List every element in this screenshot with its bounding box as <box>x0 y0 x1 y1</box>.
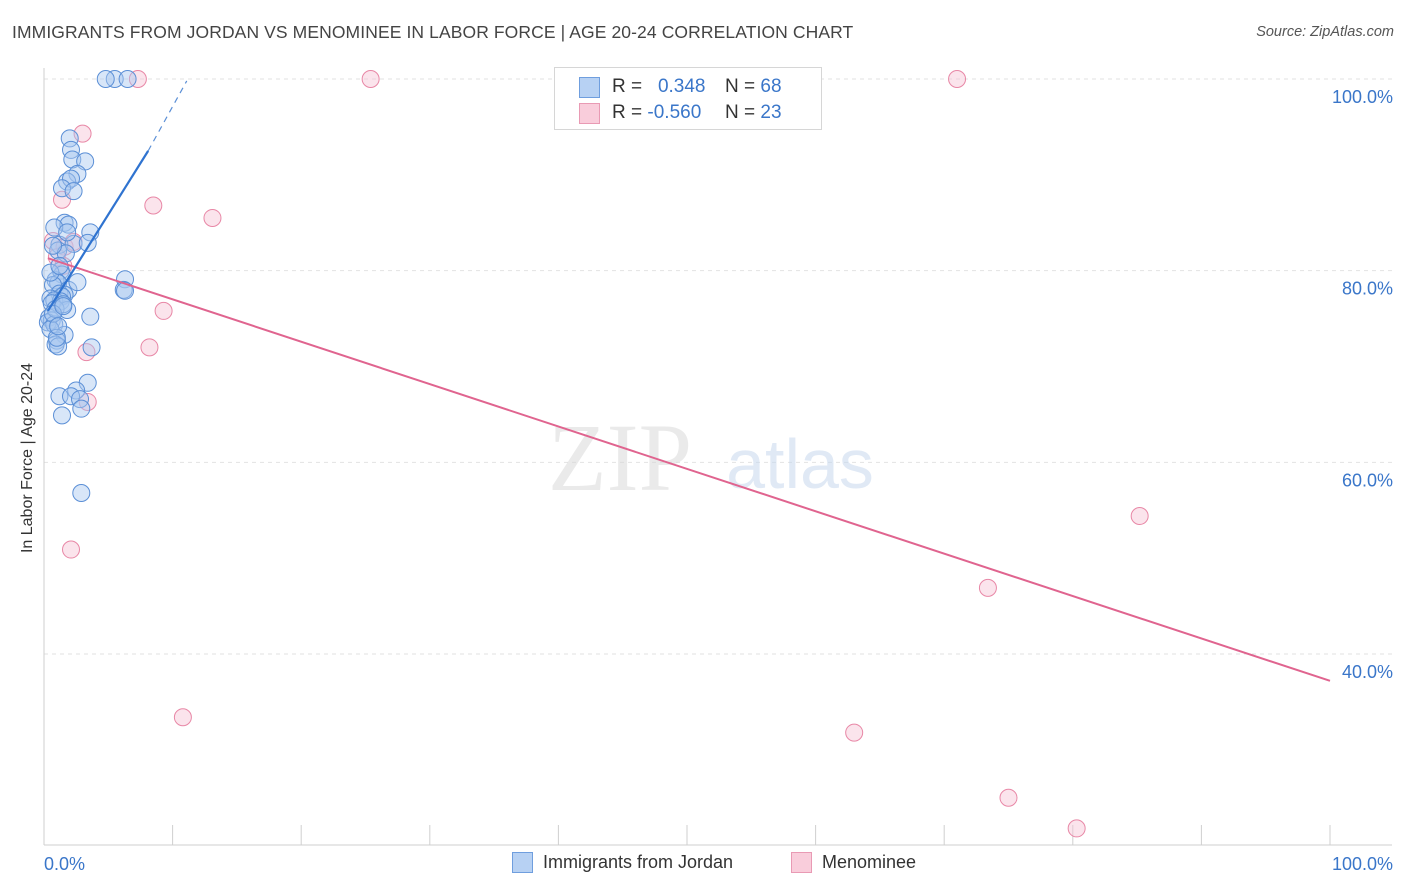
menominee-point <box>77 343 96 362</box>
jordan-point <box>118 70 137 88</box>
jordan-point <box>67 381 86 400</box>
jordan-point <box>41 263 60 282</box>
jordan-point <box>105 70 124 88</box>
legend-swatch-jordan <box>579 76 600 98</box>
jordan-point <box>58 223 77 242</box>
menominee-point <box>62 540 81 559</box>
stats-legend: R = 0.348 N = 68 R = -0.560 N = 23 <box>554 67 822 130</box>
y-tick-label: 100.0% <box>1332 87 1393 107</box>
watermark: ZIP atlas <box>548 404 874 511</box>
jordan-point <box>49 317 68 336</box>
legend-n-value: 68 <box>760 76 782 97</box>
menominee-point <box>361 70 380 88</box>
menominee-point <box>978 578 997 597</box>
series-name-menominee: Menominee <box>822 852 917 872</box>
menominee-trend-line <box>47 257 1331 682</box>
legend-swatch-menominee <box>579 102 600 124</box>
series-legend-jordan: Immigrants from Jordan <box>512 852 733 873</box>
menominee-point <box>128 70 147 88</box>
watermark-atlas: atlas <box>726 425 874 503</box>
legend-row-jordan: R = 0.348 N = 68 <box>579 75 782 99</box>
series-legend-menominee: Menominee <box>791 852 916 873</box>
legend-r-value: 0.348 <box>657 76 706 97</box>
legend-r-label: R = <box>612 76 643 97</box>
menominee-point <box>948 70 967 88</box>
chart-title: IMMIGRANTS FROM JORDAN VS MENOMINEE IN L… <box>12 22 854 42</box>
menominee-point <box>845 723 864 742</box>
jordan-point <box>64 234 83 253</box>
jordan-point <box>71 390 90 409</box>
jordan-point <box>96 70 115 88</box>
jordan-point <box>72 399 91 418</box>
jordan-point <box>60 129 79 148</box>
jordan-point <box>116 281 135 300</box>
y-tick-label: 40.0% <box>1342 662 1393 682</box>
legend-n-value: 23 <box>760 102 782 123</box>
menominee-point <box>203 208 222 227</box>
gridlines <box>44 78 1392 655</box>
y-tick-labels: 100.0% 80.0% 60.0% 40.0% <box>1332 87 1393 682</box>
axes <box>43 68 1392 846</box>
x-tick-label-min: 0.0% <box>44 854 85 874</box>
y-tick-label: 60.0% <box>1342 470 1393 490</box>
source-credit: Source: ZipAtlas.com <box>1256 24 1394 40</box>
jordan-point <box>59 215 78 234</box>
jordan-point <box>68 273 87 292</box>
jordan-point <box>53 179 72 198</box>
x-tick-label-max: 100.0% <box>1332 854 1393 874</box>
trend-lines <box>46 80 1331 682</box>
jordan-trend-line <box>46 150 150 312</box>
legend-r-value: -0.560 <box>647 102 702 123</box>
series-swatch-menominee <box>791 852 812 873</box>
jordan-point <box>46 335 65 354</box>
menominee-point <box>144 196 163 215</box>
menominee-point <box>999 788 1018 807</box>
jordan-point <box>54 297 73 316</box>
y-tick-label: 80.0% <box>1342 279 1393 299</box>
jordan-point <box>82 338 101 357</box>
legend-r-label: R = <box>612 102 643 123</box>
jordan-point <box>53 406 72 425</box>
series-legend: Immigrants from Jordan Menominee <box>0 852 1406 878</box>
legend-n-label: N = <box>725 76 756 97</box>
jordan-point <box>44 236 63 255</box>
series-swatch-jordan <box>512 852 533 873</box>
legend-n-label: N = <box>725 102 756 123</box>
x-tick-labels: 0.0% 100.0% <box>44 854 1393 874</box>
jordan-point <box>64 182 83 201</box>
jordan-point <box>62 140 81 159</box>
jordan-point <box>72 484 91 502</box>
jordan-point <box>81 307 100 326</box>
jordan-point <box>47 328 66 347</box>
series-name-jordan: Immigrants from Jordan <box>543 852 734 872</box>
jordan-trend-extension <box>147 80 188 152</box>
legend-row-menominee: R = -0.560 N = 23 <box>579 101 782 125</box>
watermark-zip: ZIP <box>548 404 692 511</box>
menominee-point <box>1130 507 1149 525</box>
menominee-point <box>173 708 192 727</box>
menominee-points <box>44 70 1149 838</box>
menominee-point <box>154 301 173 320</box>
menominee-point <box>1067 819 1086 838</box>
menominee-point <box>140 338 159 357</box>
